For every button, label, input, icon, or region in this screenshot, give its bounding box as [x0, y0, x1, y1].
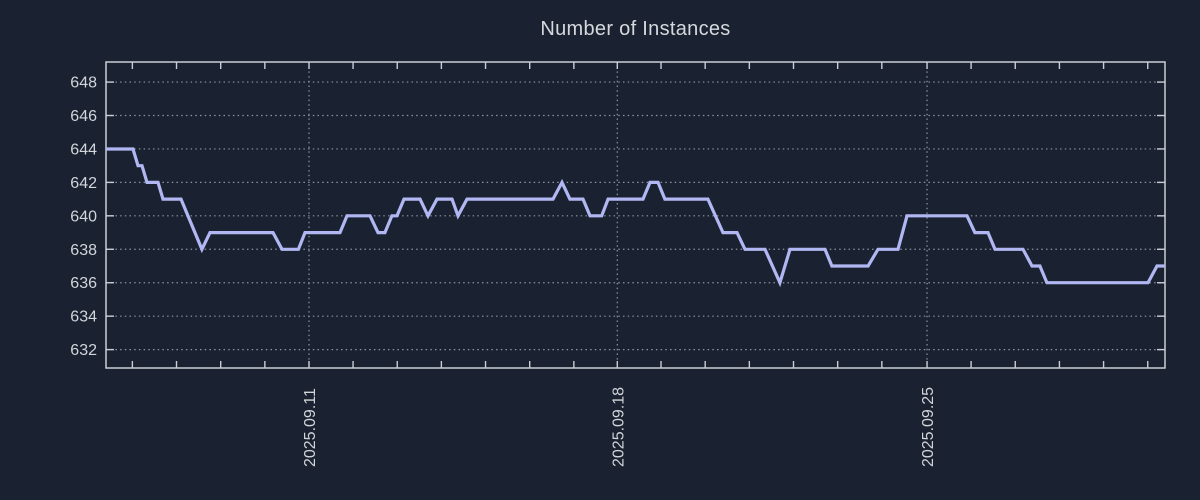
y-tick-label: 642 [70, 175, 97, 192]
y-tick-label: 638 [70, 242, 97, 259]
x-tick-label: 2025.09.11 [302, 388, 319, 467]
chart-title: Number of Instances [540, 18, 731, 40]
y-tick-label: 634 [70, 309, 97, 326]
x-tick-label: 2025.09.25 [920, 387, 937, 467]
y-tick-label: 644 [70, 141, 97, 158]
y-tick-label: 648 [70, 75, 97, 92]
y-tick-label: 636 [70, 275, 97, 292]
x-tick-label: 2025.09.18 [610, 387, 627, 467]
y-tick-label: 632 [70, 342, 97, 359]
series-line-instances [106, 147, 1165, 288]
y-tick-label: 646 [70, 108, 97, 125]
plot-border [105, 61, 1166, 369]
y-tick-label: 640 [70, 208, 97, 225]
